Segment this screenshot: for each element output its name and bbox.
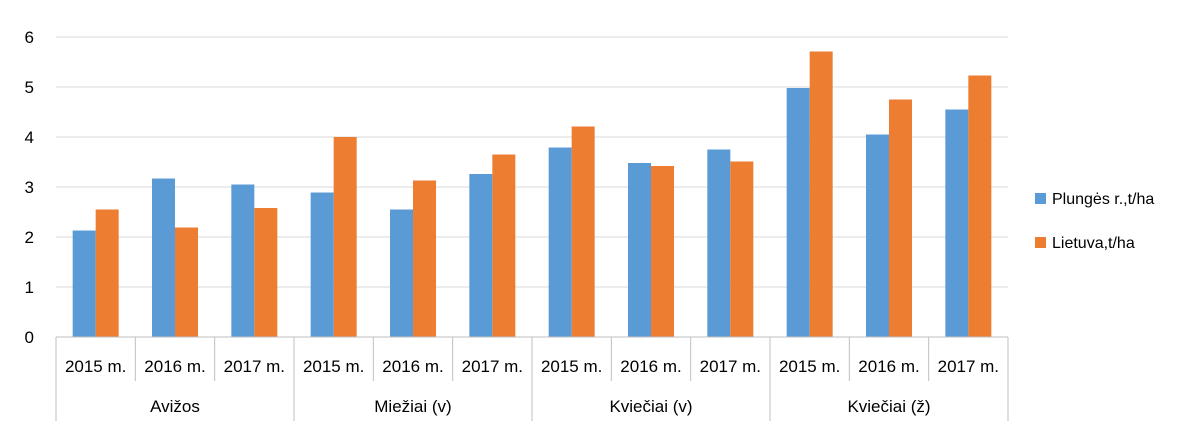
legend-label: Plungės r.,t/ha (1052, 191, 1154, 208)
bar (231, 184, 255, 337)
legend: Plungės r.,t/ha Lietuva,t/ha (1035, 191, 1154, 252)
y-tick-label: 3 (25, 178, 34, 197)
bar (413, 180, 436, 337)
bar (707, 149, 731, 337)
bar (968, 75, 992, 337)
x-category-label: 2015 m. (779, 357, 840, 376)
bar (786, 88, 810, 337)
bar (152, 178, 175, 337)
x-category-label: 2017 m. (700, 357, 761, 376)
x-group-label: Kviečiai (v) (609, 397, 692, 416)
bar (175, 227, 198, 337)
bar (730, 161, 754, 337)
x-group-label: Kviečiai (ž) (847, 397, 930, 416)
bars (72, 51, 992, 337)
x-group-label: Avižos (150, 397, 200, 416)
x-category-label: 2016 m. (144, 357, 205, 376)
bar (889, 99, 912, 337)
bar (95, 209, 119, 337)
y-tick-label: 2 (25, 228, 34, 247)
bar (492, 154, 516, 337)
bar (254, 208, 278, 337)
bar (809, 51, 833, 337)
x-category-label: 2017 m. (462, 357, 523, 376)
x-category-label: 2016 m. (620, 357, 681, 376)
bar (469, 174, 493, 337)
y-tick-label: 0 (25, 328, 34, 347)
bar (651, 166, 674, 337)
gridlines (56, 36, 1008, 288)
x-category-label: 2016 m. (382, 357, 443, 376)
x-category-label: 2017 m. (224, 357, 285, 376)
y-tick-label: 6 (25, 28, 34, 47)
x-category-label: 2017 m. (938, 357, 999, 376)
bar (72, 230, 96, 337)
y-tick-label: 5 (25, 78, 34, 97)
x-category-label: 2016 m. (858, 357, 919, 376)
axes: 0 1 2 3 4 5 6 2015 m. 2016 m. 2017 m. 2015 m. 2016 … (25, 28, 1009, 421)
bar (333, 137, 357, 337)
legend-label: Lietuva,t/ha (1052, 235, 1135, 252)
x-category-label: 2015 m. (541, 357, 602, 376)
bar (866, 134, 889, 337)
x-category-label: 2015 m. (65, 357, 126, 376)
bar (548, 147, 572, 337)
x-group-label: Miežiai (v) (374, 397, 451, 416)
legend-swatch (1035, 237, 1046, 248)
y-tick-label: 1 (25, 278, 34, 297)
x-category-label: 2015 m. (303, 357, 364, 376)
bar (310, 192, 334, 337)
legend-swatch (1035, 193, 1046, 204)
bar (571, 126, 595, 337)
bar (945, 109, 969, 337)
y-tick-label: 4 (25, 128, 34, 147)
bar (390, 209, 413, 337)
bar (628, 163, 651, 337)
